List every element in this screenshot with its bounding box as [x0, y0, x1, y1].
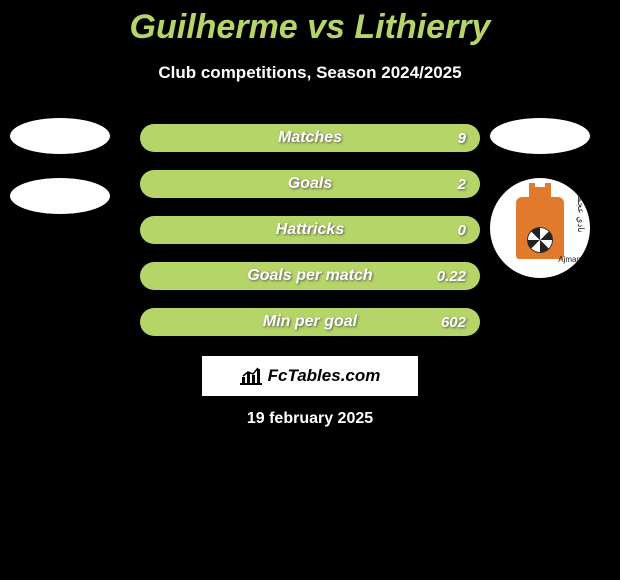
stats-list: Matches 9 Goals 2 Hattricks 0 Goals per … [140, 124, 480, 336]
stat-label: Goals per match [247, 267, 372, 285]
page-title: Guilherme vs Lithierry [0, 0, 620, 47]
stat-label: Min per goal [263, 313, 357, 331]
right-player-badges: نادي عجمان Ajman F [490, 118, 590, 278]
stat-value-right: 0 [458, 222, 466, 239]
club-shield-icon [516, 197, 564, 259]
stat-label: Goals [288, 175, 332, 193]
stat-row-hattricks: Hattricks 0 [140, 216, 480, 244]
player-logo-placeholder [10, 118, 110, 154]
stat-value-right: 602 [441, 314, 466, 331]
stat-row-min-per-goal: Min per goal 602 [140, 308, 480, 336]
stat-row-goals: Goals 2 [140, 170, 480, 198]
left-player-badges [10, 118, 110, 214]
player-logo-placeholder [490, 118, 590, 154]
brand-attribution[interactable]: FcTables.com [202, 356, 418, 396]
club-name-arabic: نادي عجمان [576, 188, 586, 233]
stat-value-right: 0.22 [437, 268, 466, 285]
stat-value-right: 2 [458, 176, 466, 193]
stat-row-goals-per-match: Goals per match 0.22 [140, 262, 480, 290]
page-subtitle: Club competitions, Season 2024/2025 [0, 63, 620, 83]
club-logo: نادي عجمان Ajman F [490, 178, 590, 278]
stat-label: Matches [278, 129, 342, 147]
stat-value-right: 9 [458, 130, 466, 147]
report-date: 19 february 2025 [0, 410, 620, 428]
brand-text: FcTables.com [268, 366, 381, 386]
club-name-english: Ajman F [558, 255, 588, 264]
fort-tower-icon [529, 187, 551, 201]
bar-chart-icon [240, 367, 262, 385]
football-icon [527, 227, 553, 253]
stat-label: Hattricks [276, 221, 344, 239]
club-logo-placeholder [10, 178, 110, 214]
stat-row-matches: Matches 9 [140, 124, 480, 152]
